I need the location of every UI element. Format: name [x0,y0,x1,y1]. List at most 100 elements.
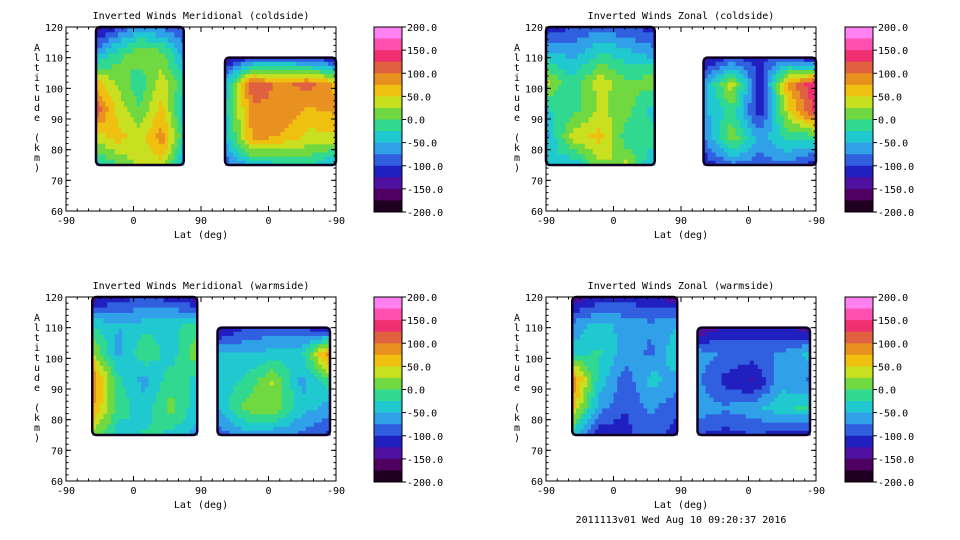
contour-cell [149,122,154,129]
contour-cell [233,385,239,391]
colorbar-swatch [845,50,873,63]
contour-cell [807,57,813,63]
contour-cell [297,422,303,428]
x-tick-label: 90 [195,216,207,227]
contour-cell [174,37,179,44]
contour-cell [612,64,617,71]
contour-cell [189,307,195,314]
contour-cell [221,410,227,415]
contour-cell [612,27,617,33]
contour-cell [152,387,157,394]
contour-cell [228,131,234,137]
contour-cell [137,344,142,351]
contour-cell [549,32,555,39]
contour-cell [321,385,327,391]
contour-cell [92,307,97,314]
contour-cell [253,364,259,370]
colorbar-label: 0.0 [407,116,425,127]
contour-cell [304,57,309,63]
contour-cell [297,397,303,403]
contour-cell [229,418,235,424]
contour-cell [751,119,757,125]
contour-cell [122,350,127,356]
contour-cell [623,74,629,81]
contour-cell [171,122,175,129]
contour-cell [108,122,113,129]
contour-cell [152,360,157,367]
contour-cell [623,154,629,161]
contour-cell [767,140,773,145]
contour-cell [164,42,169,49]
contour-cell [272,115,278,121]
contour-cell [281,331,287,337]
contour-cell [767,156,773,162]
contour-cell [144,371,150,378]
contour-cell [735,160,741,166]
contour-cell [144,392,150,399]
contour-cell [193,339,198,346]
contour-cell [225,57,230,63]
contour-cell [143,106,147,113]
colorbar-label: -50.0 [407,139,437,150]
contour-cell [565,149,570,155]
contour-cell [159,408,165,415]
contour-cell [803,90,809,96]
contour-cell [755,90,761,96]
contour-cell [265,426,271,432]
contour-cell [321,364,327,370]
contour-cell [221,430,227,436]
contour-cell [300,156,305,162]
contour-cell [635,106,640,113]
contour-cell [156,419,161,425]
contour-cell [707,160,713,166]
contour-cell [164,96,169,102]
contour-cell [240,98,246,104]
contour-cell [313,410,319,415]
contour-cell [325,335,331,341]
contour-cell [580,127,586,134]
contour-cell [137,413,142,420]
contour-cell [723,136,729,141]
contour-cell [767,127,773,133]
contour-cell [105,149,110,155]
contour-cell [273,410,279,415]
contour-cell [272,152,278,158]
contour-cell [107,318,112,325]
contour-cell [546,74,551,81]
contour-cell [328,57,333,63]
contour-cell [328,156,333,162]
contour-cell [561,74,567,81]
contour-cell [735,119,741,125]
contour-cell [265,348,271,354]
contour-cell [281,340,287,345]
contour-cell [228,107,234,112]
contour-cell [320,144,325,150]
contour-cell [301,401,307,407]
contour-cell [229,340,235,345]
contour-cell [711,94,717,100]
contour-cell [96,371,101,378]
contour-cell [643,80,648,86]
contour-cell [288,156,293,162]
contour-cell [316,61,321,67]
contour-cell [261,331,267,337]
contour-cell [96,138,100,145]
contour-cell [217,426,223,432]
contour-cell [289,422,295,428]
contour-cell [261,327,267,333]
contour-cell [588,133,594,140]
contour-cell [791,94,797,100]
contour-cell [244,156,250,162]
contour-cell [615,85,621,92]
contour-cell [763,131,769,137]
contour-cell [292,160,297,166]
contour-cell [600,106,605,113]
contour-cell [276,136,282,141]
contour-cell [241,352,247,358]
contour-cell [569,37,574,44]
contour-cell [308,98,313,104]
contour-cell [148,392,153,399]
contour-cell [583,297,588,303]
contour-cell [141,344,146,351]
contour-cell [272,70,278,75]
